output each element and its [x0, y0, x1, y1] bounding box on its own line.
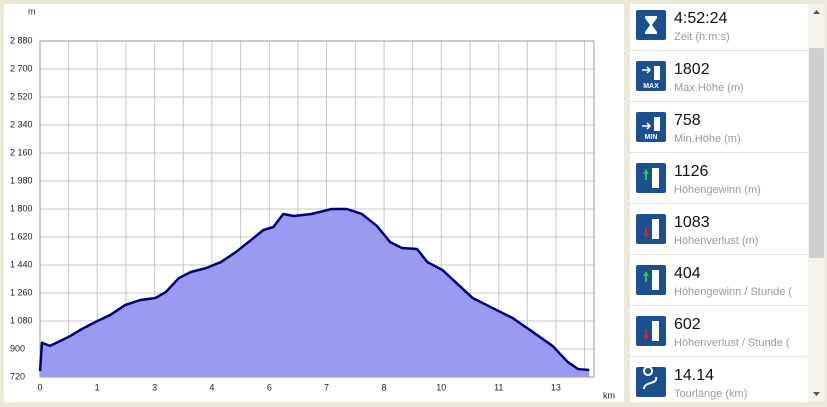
stat-icon — [636, 10, 666, 40]
y-tick-label: 1 080 — [10, 315, 33, 325]
y-tick-label: 900 — [10, 343, 25, 353]
icon-graphic — [643, 219, 659, 239]
stats-panel: 4:52:24 Zeit (h:m:s) MAX 1802 Max.Höhe (m) MI… — [630, 4, 808, 402]
stat-item[interactable]: 14.14 Tourlänge (km) — [630, 361, 808, 402]
icon-graphic — [643, 321, 659, 341]
icon-graphic — [645, 16, 657, 34]
scroll-thumb[interactable] — [809, 48, 824, 258]
stat-icon: MAX — [636, 61, 666, 91]
icon-text: MAX — [643, 83, 659, 90]
x-tick-label: 7 — [324, 382, 329, 392]
x-tick-label: 6 — [267, 382, 272, 392]
y-tick-label: 2 880 — [10, 35, 33, 45]
y-axis-label: m — [28, 6, 36, 16]
stat-value: 4:52:24 — [674, 10, 728, 27]
stat-icon — [636, 367, 666, 397]
stat-value: 1083 — [674, 214, 710, 231]
icon-graphic: MIN — [642, 117, 660, 141]
y-tick-label: 720 — [10, 371, 25, 381]
x-tick-label: 13 — [551, 382, 561, 392]
x-axis-label: km — [603, 390, 615, 400]
y-tick-label: 1 260 — [10, 287, 33, 297]
y-tick-label: 1 440 — [10, 259, 33, 269]
y-tick-label: 2 520 — [10, 91, 33, 101]
stat-icon — [636, 163, 666, 193]
x-tick-label: 3 — [152, 382, 157, 392]
scrollbar[interactable] — [808, 4, 825, 402]
y-tick-label: 2 340 — [10, 119, 33, 129]
scroll-arrows — [813, 10, 820, 396]
stat-value: 602 — [674, 316, 701, 333]
stat-label: Zeit (h:m:s) — [674, 31, 730, 43]
stat-item[interactable]: MAX 1802 Max.Höhe (m) — [630, 55, 808, 102]
stat-label: Höhenverlust (m) — [674, 235, 759, 247]
stat-value: 758 — [674, 112, 701, 129]
y-tick-label: 1 620 — [10, 231, 33, 241]
stat-value: 1126 — [674, 163, 709, 180]
stat-value: 1802 — [674, 61, 710, 78]
y-tick-label: 2 160 — [10, 147, 33, 157]
elevation-line — [38, 207, 590, 372]
stat-label: Höhenverlust / Stunde ( — [674, 337, 790, 349]
stat-item[interactable]: 404 Höhengewinn / Stunde ( — [630, 259, 808, 306]
stat-item[interactable]: 1083 Höhenverlust (m) — [630, 208, 808, 255]
stat-icon — [636, 265, 666, 295]
x-tick-label: 10 — [436, 382, 446, 392]
stat-icon: MIN — [636, 112, 666, 142]
icon-graphic — [643, 367, 658, 390]
icon-text: MIN — [645, 134, 658, 141]
x-tick-label: 11 — [494, 382, 503, 392]
stat-label: Tourlänge (km) — [674, 388, 748, 400]
stat-icon — [636, 316, 666, 346]
stat-label: Höhengewinn (m) — [674, 184, 761, 196]
stat-label: Höhengewinn / Stunde ( — [674, 286, 793, 298]
icon-graphic: MAX — [642, 66, 660, 90]
stat-label: Min.Höhe (m) — [674, 133, 741, 145]
x-tick-label: 4 — [209, 382, 214, 392]
stat-icon — [636, 214, 666, 244]
stat-value: 14.14 — [674, 367, 715, 384]
x-tick-label: 0 — [37, 382, 42, 392]
stat-item[interactable]: 1126 Höhengewinn (m) — [630, 157, 808, 204]
stat-label: Max.Höhe (m) — [674, 82, 744, 94]
stat-value: 404 — [674, 265, 701, 282]
y-tick-label: 1 800 — [10, 203, 33, 213]
x-tick-label: 1 — [95, 382, 100, 392]
icon-graphic — [643, 168, 659, 188]
y-tick-label: 1 980 — [10, 175, 33, 185]
stat-item[interactable]: 4:52:24 Zeit (h:m:s) — [630, 4, 808, 51]
stat-item[interactable]: MIN 758 Min.Höhe (m) — [630, 106, 808, 153]
x-tick-label: 8 — [382, 382, 387, 392]
icon-graphic — [643, 270, 659, 290]
area-fill — [40, 209, 590, 377]
y-tick-label: 2 700 — [10, 63, 33, 73]
stat-item[interactable]: 602 Höhenverlust / Stunde ( — [630, 310, 808, 357]
